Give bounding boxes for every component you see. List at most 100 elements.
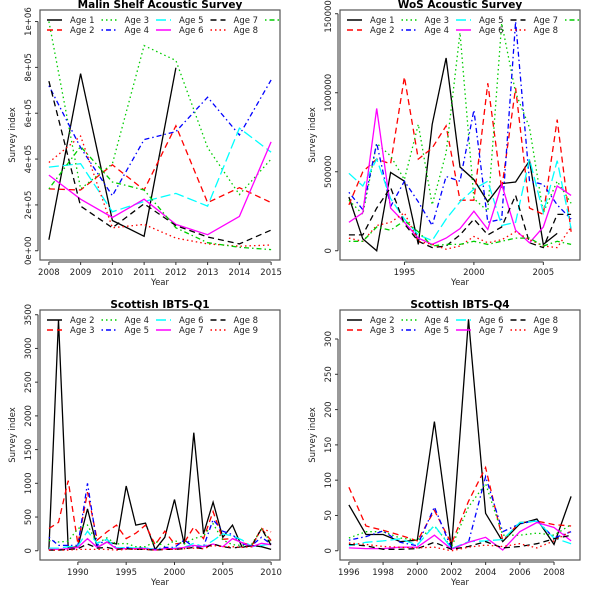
series-line-age-3 [48,480,272,547]
series-line-age-6 [348,108,572,246]
legend-label: Age 7 [234,16,259,26]
x-tick-label: 2006 [509,568,531,578]
y-tick-label: 200 [324,401,334,417]
series-line-age-3 [48,21,272,196]
series-line-age-1 [48,67,177,240]
x-tick-label: 1990 [67,568,89,578]
y-tick-label: 3000 [24,338,34,360]
legend-label: Age 3 [370,326,395,336]
series-line-age-3 [348,465,572,546]
y-tick-label: 2000 [24,405,34,427]
y-axis-label: Survey index [8,107,18,163]
chart-title: Scottish IBTS-Q4 [410,299,509,311]
series-line-age-2 [348,319,572,549]
y-tick-label: 0 [24,548,34,553]
panel-3: Scottish IBTS-Q1 1990 1995 2000 2005 2010 0 500… [8,299,282,588]
legend-label: Age 5 [179,16,204,26]
y-axis-label: Survey index [308,407,318,463]
y-tick-label: 150 [324,437,334,453]
series-line-age-4 [348,21,572,228]
y-tick-label: 1500000 [324,0,334,33]
legend-label: Age 3 [425,16,450,26]
legend-label: Age 2 [70,26,95,36]
x-axis-label: Year [450,578,470,588]
x-tick-label: 1996 [338,568,360,578]
plot-frame [339,9,581,261]
x-tick-label: 2013 [197,268,219,278]
x-tick-label: 2008 [543,568,565,578]
legend-label: Age 7 [179,326,204,336]
plot-frame [39,309,281,561]
x-tick-label: 1998 [372,568,394,578]
x-tick-label: 2008 [38,268,60,278]
legend-label: Age 3 [70,326,95,336]
series-line-unlabeled [348,219,572,247]
legend-label: Age 8 [234,26,259,36]
y-tick-label: 2e+05 [24,191,34,220]
series-line-age-8 [348,534,572,550]
legend-label: Age 2 [370,316,395,326]
x-tick-label: 2005 [533,268,555,278]
x-tick-label: 2011 [133,268,155,278]
legend-label: Age 5 [125,326,150,336]
legend-label: Age 6 [179,316,204,326]
legend-label: Age 8 [234,316,259,326]
series-line-age-7 [348,521,572,551]
legend-label: Age 2 [370,26,395,36]
series-line-age-7 [348,186,572,249]
legend-label: Age 6 [479,316,504,326]
series-line-age-7 [48,80,272,245]
legend-label: Age 7 [479,326,504,336]
x-tick-label: 2000 [406,568,428,578]
legend-label: Age 1 [370,16,395,26]
legend-label: Age 9 [534,326,559,336]
series-line-unlabeled [48,145,272,251]
series-line-age-5 [348,474,572,550]
y-tick-label: 0e+00 [24,236,34,265]
series-line-age-5 [48,127,272,213]
y-tick-label: 100 [324,472,334,488]
y-tick-label: 0 [324,548,334,553]
x-tick-label: 2005 [212,568,234,578]
legend-label: Age 5 [479,16,504,26]
series-line-age-6 [48,141,272,236]
legend-label: Age 9 [234,326,259,336]
legend-label: Age 7 [534,16,559,26]
y-tick-label: 8e+05 [24,53,34,82]
y-tick-label: 0 [324,248,334,253]
legend-label: Age 6 [179,26,204,36]
y-tick-label: 300 [324,331,334,347]
series-line-age-9 [348,530,572,552]
y-tick-label: 2500 [24,371,34,393]
y-tick-label: 1000 [24,472,34,494]
series-line-age-8 [48,527,272,551]
legend-label: Age 2 [70,316,95,326]
x-tick-label: 2010 [260,568,282,578]
chart-title: WoS Acoustic Survey [398,0,523,11]
y-tick-label: 1500 [24,439,34,461]
series-line-age-1 [348,57,558,253]
x-tick-label: 1995 [394,268,416,278]
series-line-age-2 [48,320,272,551]
series-line-age-2 [348,76,572,232]
series-line-age-5 [348,157,572,242]
x-tick-label: 2002 [441,568,463,578]
x-tick-label: 2014 [229,268,251,278]
x-tick-label: 2010 [102,268,124,278]
legend-label: Age 4 [125,316,150,326]
y-tick-label: 250 [324,366,334,382]
x-tick-label: 1995 [115,568,137,578]
legend-label: Age 5 [425,326,450,336]
x-tick-label: 2000 [164,568,186,578]
x-axis-label: Year [450,278,470,288]
legend-label: Age 4 [425,316,450,326]
x-tick-label: 2009 [70,268,92,278]
y-tick-label: 3500 [24,304,34,326]
y-tick-label: 6e+05 [24,99,34,128]
y-tick-label: 50 [324,510,334,521]
